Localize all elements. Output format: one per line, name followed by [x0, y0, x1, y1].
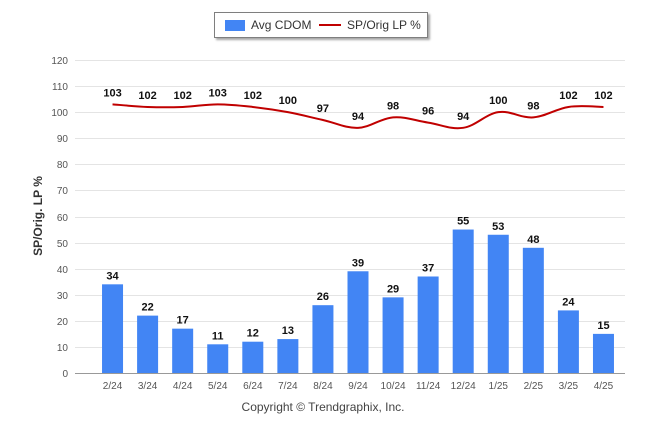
x-tick-label: 5/24	[208, 381, 228, 392]
line-value-label: 97	[317, 103, 329, 115]
x-tick-label: 8/24	[313, 381, 333, 392]
x-tick-label: 4/25	[594, 381, 614, 392]
x-tick-label: 4/24	[173, 381, 193, 392]
x-tick-label: 3/24	[138, 381, 158, 392]
legend-item-bar[interactable]: Avg CDOM	[225, 13, 311, 37]
line-value-label: 102	[559, 90, 577, 102]
bar-value-label: 26	[317, 291, 329, 303]
x-tick-label: 2/25	[524, 381, 544, 392]
bars	[102, 229, 614, 373]
bar-value-label: 48	[527, 234, 539, 246]
legend: Avg CDOM SP/Orig LP %	[214, 12, 428, 38]
line-value-label: 94	[457, 111, 470, 123]
legend-line-label: SP/Orig LP %	[347, 18, 421, 32]
bar-value-label: 17	[177, 315, 189, 327]
bar-value-label: 29	[387, 283, 399, 295]
bar	[102, 284, 124, 373]
bar	[592, 333, 614, 373]
bar-value-label: 53	[492, 221, 504, 233]
y-tick-label: 20	[57, 317, 69, 328]
y-axis-title: SP/Orig. LP %	[31, 176, 45, 256]
y-tick-label: 40	[57, 265, 69, 276]
y-tick-label: 80	[57, 160, 69, 171]
y-tick-label: 110	[52, 82, 68, 93]
bar	[347, 271, 369, 373]
bar	[137, 315, 159, 373]
y-tick-label: 90	[57, 134, 69, 145]
bar	[522, 247, 544, 373]
x-tick-label: 6/24	[243, 381, 263, 392]
y-tick-label: 30	[57, 291, 69, 302]
legend-item-line[interactable]: SP/Orig LP %	[319, 13, 421, 37]
x-tick-label: 10/24	[381, 381, 406, 392]
grid	[75, 60, 625, 374]
line-value-label: 100	[489, 95, 507, 107]
bar-value-label: 37	[422, 262, 434, 274]
bar	[277, 339, 299, 373]
line-value-label: 103	[209, 87, 227, 99]
legend-bar-label: Avg CDOM	[251, 18, 312, 32]
line-value-label: 102	[138, 90, 156, 102]
y-tick-label: 120	[51, 56, 68, 67]
bar-value-label: 11	[212, 330, 224, 342]
y-tick-label: 50	[57, 239, 69, 250]
bar-value-label: 12	[247, 328, 259, 340]
legend-bar-swatch	[225, 19, 245, 31]
y-tick-label: 60	[57, 213, 69, 224]
line-value-label: 98	[527, 100, 539, 112]
bar-value-label: 55	[457, 216, 469, 228]
bar-value-label: 24	[562, 296, 575, 308]
x-tick-label: 7/24	[278, 381, 298, 392]
x-tick-label: 2/24	[103, 381, 123, 392]
line-path	[112, 103, 604, 130]
y-tick-label: 70	[57, 186, 69, 197]
bar	[557, 310, 579, 373]
bar	[172, 328, 194, 373]
copyright-text: Copyright © Trendgraphix, Inc.	[241, 400, 405, 414]
bar	[417, 276, 439, 373]
x-tick-label: 9/24	[348, 381, 368, 392]
bar-value-label: 39	[352, 257, 364, 269]
line-value-label: 102	[594, 90, 612, 102]
y-tick-label: 10	[57, 343, 69, 354]
y-tick-label: 100	[51, 108, 68, 119]
x-tick-label: 11/24	[416, 381, 441, 392]
line-value-label: 96	[422, 106, 434, 118]
bar	[382, 297, 404, 373]
line-value-label: 103	[103, 87, 121, 99]
line-value-label: 102	[173, 90, 191, 102]
bar-value-label: 22	[141, 302, 153, 314]
bar-value-label: 34	[106, 270, 119, 282]
axes: 0 10 20 30 40 50 60 70 80 90 100 110 120 2/24 3/24 4/24…	[51, 56, 625, 392]
line-value-label: 98	[387, 100, 399, 112]
bar	[242, 341, 264, 373]
bar	[487, 234, 509, 373]
bar-value-label: 15	[597, 320, 609, 332]
line-series	[112, 103, 604, 130]
bar-value-label: 13	[282, 325, 294, 337]
line-value-label: 100	[279, 95, 297, 107]
x-tick-label: 12/24	[451, 381, 476, 392]
y-tick-label: 0	[62, 369, 68, 380]
bar	[207, 344, 229, 373]
line-value-label: 102	[244, 90, 262, 102]
bar	[312, 305, 334, 373]
x-tick-label: 1/25	[489, 381, 509, 392]
x-tick-label: 3/25	[559, 381, 579, 392]
data-labels: 34 22 17 11 12 13 26 39 29 37 55 53 48 24 15 103 102 102 1…	[103, 87, 612, 342]
legend-line-swatch	[319, 24, 341, 26]
line-value-label: 94	[352, 111, 365, 123]
bar	[452, 229, 474, 373]
